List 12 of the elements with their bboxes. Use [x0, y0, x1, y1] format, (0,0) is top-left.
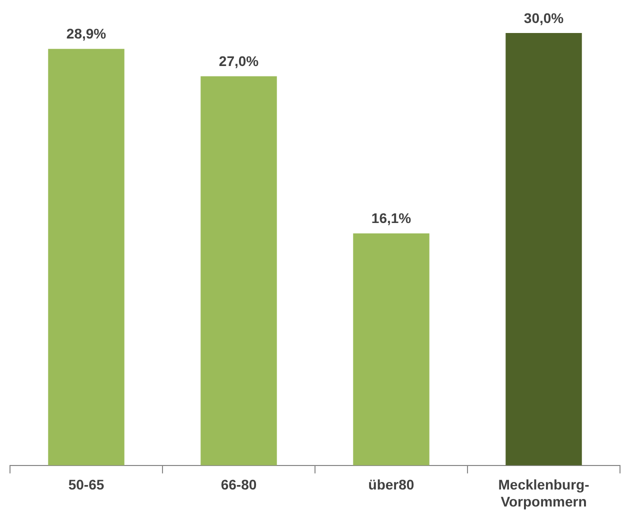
- x-tick-label: 50-65: [68, 476, 104, 493]
- x-tick-label: über80: [368, 476, 414, 493]
- bar: [48, 48, 124, 466]
- data-label: 27,0%: [218, 53, 260, 70]
- x-tick-label: Mecklenburg-Vorpommern: [498, 476, 590, 510]
- x-tick-label: 66-80: [220, 476, 257, 493]
- bar: [200, 76, 277, 466]
- bar: [353, 233, 430, 466]
- bar: [506, 33, 582, 466]
- data-label: 16,1%: [371, 210, 412, 226]
- data-label: 28,9%: [66, 26, 107, 42]
- data-label: 30,0%: [524, 10, 564, 26]
